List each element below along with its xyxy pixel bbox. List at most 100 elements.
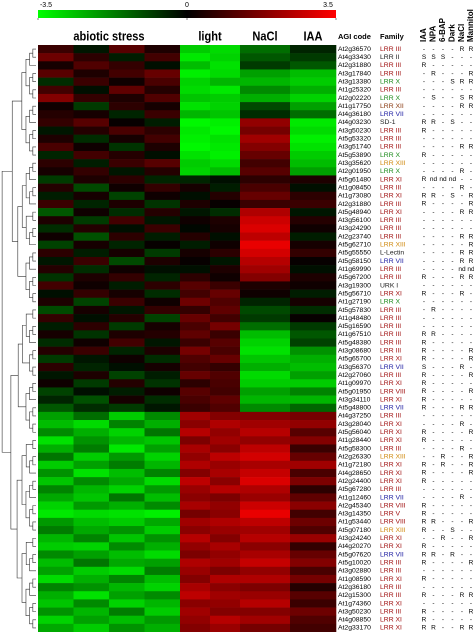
heatmap-cell bbox=[290, 517, 337, 527]
dendrogram-branch bbox=[25, 58, 30, 87]
agi-code: At5g61480 bbox=[338, 176, 371, 183]
response: R bbox=[469, 592, 474, 599]
response: - bbox=[442, 625, 444, 632]
agi-code: At3g13380 bbox=[338, 78, 371, 85]
response: - bbox=[432, 135, 434, 142]
family: LRR VIII bbox=[380, 388, 406, 395]
response: R bbox=[469, 372, 474, 379]
heatmap-cell bbox=[240, 468, 291, 478]
response: - bbox=[442, 396, 444, 403]
heatmap-cell bbox=[73, 371, 110, 380]
heatmap-cell bbox=[73, 199, 110, 209]
heatmap-cell bbox=[290, 314, 337, 323]
heatmap-cell bbox=[109, 314, 145, 323]
heatmap-cell bbox=[73, 289, 110, 299]
response: R bbox=[469, 209, 474, 216]
response: R bbox=[460, 494, 465, 501]
heatmap-cell bbox=[73, 517, 110, 527]
response: - bbox=[442, 193, 444, 200]
heatmap-cell bbox=[144, 428, 181, 437]
heatmap-cell bbox=[210, 118, 241, 127]
heatmap-cell bbox=[144, 599, 181, 608]
response: - bbox=[432, 462, 434, 469]
response: - bbox=[432, 356, 434, 363]
response: R bbox=[422, 380, 427, 387]
response: R bbox=[422, 608, 427, 615]
heatmap-cell bbox=[210, 191, 241, 201]
response: R bbox=[460, 168, 465, 175]
response: - bbox=[470, 486, 472, 493]
response: - bbox=[442, 339, 444, 346]
response: - bbox=[451, 111, 453, 118]
heatmap-cell bbox=[210, 199, 241, 209]
heatmap-cell bbox=[144, 452, 181, 462]
response: - bbox=[461, 111, 463, 118]
heatmap-cell bbox=[180, 411, 211, 421]
response: R bbox=[431, 551, 436, 558]
heatmap-cell bbox=[210, 566, 241, 576]
response: - bbox=[470, 413, 472, 420]
heatmap-cell bbox=[38, 322, 74, 331]
dendrogram-branch bbox=[32, 228, 36, 237]
dendrogram-branch bbox=[17, 206, 26, 277]
heatmap-cell bbox=[290, 468, 337, 478]
heatmap-cell bbox=[38, 159, 74, 168]
family: LRR III bbox=[380, 266, 401, 273]
heatmap-cell bbox=[144, 102, 181, 111]
response: - bbox=[442, 290, 444, 297]
response: - bbox=[451, 299, 453, 306]
response: - bbox=[451, 70, 453, 77]
dendrogram-branch bbox=[32, 505, 36, 515]
heatmap-cell bbox=[240, 322, 291, 331]
agi-code: At3g19300 bbox=[338, 282, 371, 289]
response: - bbox=[432, 258, 434, 265]
heatmap-cell bbox=[144, 362, 181, 372]
heatmap-cell bbox=[180, 281, 211, 290]
heatmap-cell bbox=[73, 411, 110, 421]
agi-code: At2g15300 bbox=[338, 592, 371, 599]
heatmap-cell bbox=[180, 583, 211, 592]
heatmap-cell bbox=[290, 346, 337, 356]
response: - bbox=[451, 217, 453, 224]
heatmap-cell bbox=[144, 45, 181, 54]
heatmap-cell bbox=[73, 477, 110, 486]
heatmap-cell bbox=[144, 403, 181, 413]
heatmap-cell bbox=[240, 126, 291, 135]
heatmap-cell bbox=[240, 403, 291, 413]
heatmap-cell bbox=[73, 542, 110, 551]
heatmap-cell bbox=[144, 150, 181, 160]
heatmap-cell bbox=[73, 468, 110, 478]
response: - bbox=[451, 511, 453, 518]
response: - bbox=[442, 347, 444, 354]
dendrogram-branch bbox=[21, 553, 27, 603]
heatmap-cell bbox=[180, 485, 211, 494]
heatmap-cell bbox=[73, 452, 110, 462]
heatmap-cell bbox=[210, 411, 241, 421]
heatmap-cell bbox=[144, 289, 181, 299]
heatmap-cell bbox=[290, 599, 337, 608]
heatmap-cell bbox=[240, 45, 291, 54]
dendrogram-branch bbox=[32, 162, 36, 172]
dendrogram-branch bbox=[32, 146, 36, 156]
heatmap-cell bbox=[290, 460, 337, 470]
response: - bbox=[432, 87, 434, 94]
heatmap-cell bbox=[240, 142, 291, 152]
response: - bbox=[423, 413, 425, 420]
heatmap-cell bbox=[38, 69, 74, 78]
heatmap-cell bbox=[144, 305, 181, 315]
response: - bbox=[442, 258, 444, 265]
heatmap-cell bbox=[210, 126, 241, 135]
response: - bbox=[451, 592, 453, 599]
heatmap-cell bbox=[180, 542, 211, 551]
response: - bbox=[470, 225, 472, 232]
response: - bbox=[423, 217, 425, 224]
heatmap-cell bbox=[290, 159, 337, 168]
response: R bbox=[422, 290, 427, 297]
heatmap-cell bbox=[144, 281, 181, 290]
heatmap-cell bbox=[290, 403, 337, 413]
response: R bbox=[441, 462, 446, 469]
heatmap-cell bbox=[210, 542, 241, 551]
heatmap-cell bbox=[240, 85, 291, 95]
heatmap-cell bbox=[144, 485, 181, 494]
